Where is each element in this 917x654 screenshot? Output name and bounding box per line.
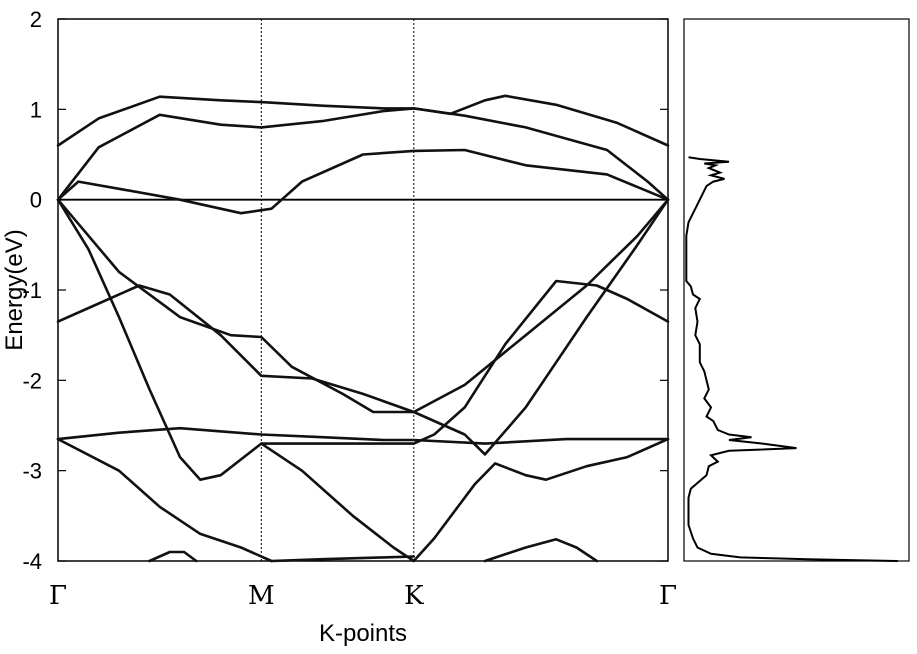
dos-panel	[683, 18, 910, 562]
band-line-3	[56, 148, 670, 215]
band-line-7	[56, 426, 670, 445]
x-axis-title: K-points	[319, 620, 407, 647]
band-plot-frame	[57, 18, 669, 562]
k-point-label: K	[404, 581, 424, 611]
band-line-10	[148, 550, 198, 563]
band-line-2	[56, 107, 670, 201]
band-line-11	[270, 555, 416, 563]
k-point-label: M	[248, 581, 275, 611]
band-line-8	[56, 437, 273, 563]
band-line-5	[56, 198, 670, 482]
band-line-4	[56, 198, 670, 414]
k-point-label: Γ	[659, 581, 677, 611]
y-tick-label: 0	[30, 188, 42, 213]
y-tick-label: -4	[22, 549, 42, 574]
band-line-1	[56, 94, 670, 147]
dos-curve	[685, 156, 898, 562]
band-line-9	[259, 437, 670, 563]
dos-plot-frame	[683, 18, 910, 562]
k-point-label: Γ	[49, 581, 67, 611]
y-tick-label: -1	[22, 278, 42, 303]
band-line-12	[483, 537, 599, 563]
y-tick-label: 2	[30, 7, 42, 32]
y-axis-title: Energy(eV)	[1, 229, 28, 350]
y-tick-label: -2	[22, 368, 42, 393]
y-tick-label: -3	[22, 459, 42, 484]
band-line-6	[56, 198, 670, 456]
y-tick-label: 1	[30, 97, 42, 122]
band-panel: 2 1 0 -1 -2 -3 -4 Γ M K Γ K-points Energy(eV)	[1, 7, 677, 647]
